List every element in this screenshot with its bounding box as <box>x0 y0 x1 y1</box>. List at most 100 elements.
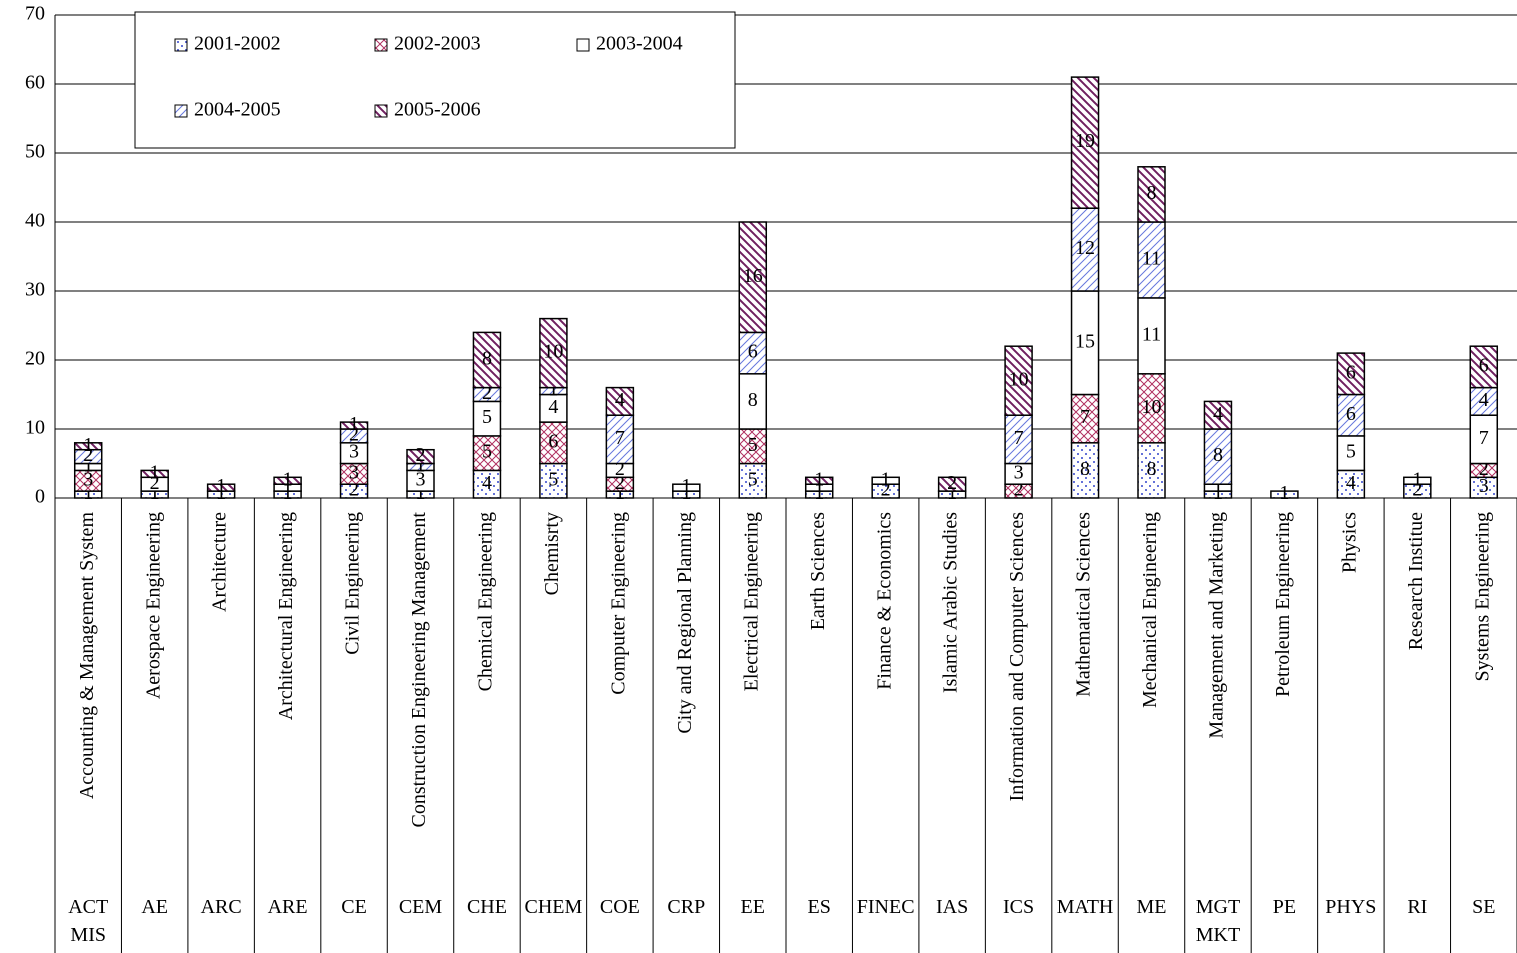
bar-segment <box>406 448 435 465</box>
data-label: 15 <box>1075 330 1095 352</box>
bar-segment <box>73 442 103 451</box>
data-label: 1 <box>681 475 691 497</box>
data-label: 1 <box>416 455 426 477</box>
data-label: 3 <box>349 461 359 483</box>
bar-segment <box>871 476 900 485</box>
category-code: COE <box>599 896 640 918</box>
data-label: 8 <box>1213 444 1223 466</box>
category-name: Systems Engineering <box>1471 512 1493 681</box>
category-name: Electrical Engineering <box>740 512 762 691</box>
data-label: 3 <box>1479 475 1489 497</box>
category-name: Management and Marketing <box>1206 512 1228 739</box>
data-label: 1 <box>416 482 426 504</box>
data-label: 1 <box>83 434 93 456</box>
category-name: Accounting & Management System <box>76 512 98 800</box>
data-label: 7 <box>615 427 625 449</box>
data-label: 2 <box>150 472 160 494</box>
legend-label: 2004-2005 <box>194 99 281 121</box>
data-label: 5 <box>548 468 558 490</box>
bar-segment <box>804 476 834 485</box>
data-label: 8 <box>748 389 758 411</box>
bar-segment <box>937 476 967 492</box>
data-label: 1 <box>216 475 226 497</box>
data-label: 2 <box>349 423 359 445</box>
data-label: 1 <box>1213 475 1223 497</box>
data-label: 5 <box>748 434 758 456</box>
data-label: 1 <box>283 482 293 504</box>
category-code: ACT MIS <box>68 896 109 946</box>
data-label: 1 <box>881 468 891 490</box>
bar-segment <box>1336 435 1366 472</box>
data-label: 1 <box>283 468 293 490</box>
category-code: MATH <box>1056 896 1114 918</box>
category-code: ICS <box>1003 896 1035 918</box>
legend-swatch <box>576 38 590 52</box>
data-label: 2 <box>349 479 359 501</box>
category-name: Mathematical Sciences <box>1073 512 1095 697</box>
data-label: 11 <box>1142 323 1161 345</box>
category-name: Civil Engineering <box>342 512 364 655</box>
data-label: 10 <box>543 341 563 363</box>
bar-segment <box>1336 393 1366 437</box>
data-label: 1 <box>83 482 93 504</box>
bar-segment <box>1070 290 1100 396</box>
category-code: PHYS <box>1325 896 1377 918</box>
data-label: 5 <box>482 441 492 463</box>
category-code: RI <box>1407 896 1428 918</box>
data-label: 6 <box>1346 403 1356 425</box>
data-label: 10 <box>1009 368 1029 390</box>
data-label: 1 <box>216 482 226 504</box>
bar-segment <box>1403 476 1432 485</box>
data-label: 2 <box>83 444 93 466</box>
legend-label: 2005-2006 <box>394 99 481 121</box>
category-name: Construction Engineering Management <box>408 512 430 828</box>
legend-label: 2002-2003 <box>394 33 481 55</box>
category-name: Research Institue <box>1405 512 1427 650</box>
data-label: 5 <box>1346 441 1356 463</box>
category-code: CRP <box>667 896 706 918</box>
legend-swatch <box>174 104 188 118</box>
y-tick-label: 50 <box>25 141 45 163</box>
data-label: 2 <box>881 479 891 501</box>
category-name: Information and Computer Sciences <box>1006 512 1028 802</box>
bar-segment <box>1004 345 1033 416</box>
category-code: MGT MKT <box>1195 896 1241 946</box>
bar-segment <box>738 221 768 334</box>
category-code: CHE <box>466 896 507 918</box>
bar-segment <box>605 414 635 465</box>
category-name: Earth Sciences <box>807 512 829 630</box>
bar-segment <box>1137 442 1166 499</box>
data-label: 4 <box>615 389 625 411</box>
category-code: ME <box>1136 896 1167 918</box>
y-tick-label: 70 <box>25 3 45 25</box>
category-code: CE <box>341 896 367 918</box>
legend-swatch <box>374 104 388 118</box>
category-name: Mechanical Engineering <box>1139 512 1161 708</box>
data-label: 7 <box>1080 406 1090 428</box>
data-label: 10 <box>1142 396 1162 418</box>
data-label: 3 <box>349 441 359 463</box>
bar-segment <box>339 421 369 430</box>
data-label: 8 <box>1147 182 1157 204</box>
data-label: 1 <box>814 475 824 497</box>
category-code: AE <box>141 896 168 918</box>
category-name: City and Regional Planning <box>674 512 696 734</box>
category-name: Computer Engineering <box>607 512 629 695</box>
category-code: SE <box>1472 896 1496 918</box>
data-label: 16 <box>743 265 763 287</box>
y-tick-label: 20 <box>25 348 45 370</box>
data-label: 7 <box>1014 427 1024 449</box>
data-label: 19 <box>1075 130 1095 152</box>
bar-segment <box>1070 442 1100 499</box>
category-name: Physics <box>1338 512 1360 573</box>
bar-segment <box>1203 428 1233 485</box>
data-label: 4 <box>1346 472 1356 494</box>
data-label: 1 <box>349 413 359 435</box>
data-label: 6 <box>1346 361 1356 383</box>
bar-segment <box>1070 76 1100 209</box>
legend-box <box>134 11 736 149</box>
legend-swatch <box>174 38 188 52</box>
y-tick-label: 30 <box>25 279 45 301</box>
category-code: CEM <box>398 896 443 918</box>
y-tick-label: 10 <box>25 417 45 439</box>
